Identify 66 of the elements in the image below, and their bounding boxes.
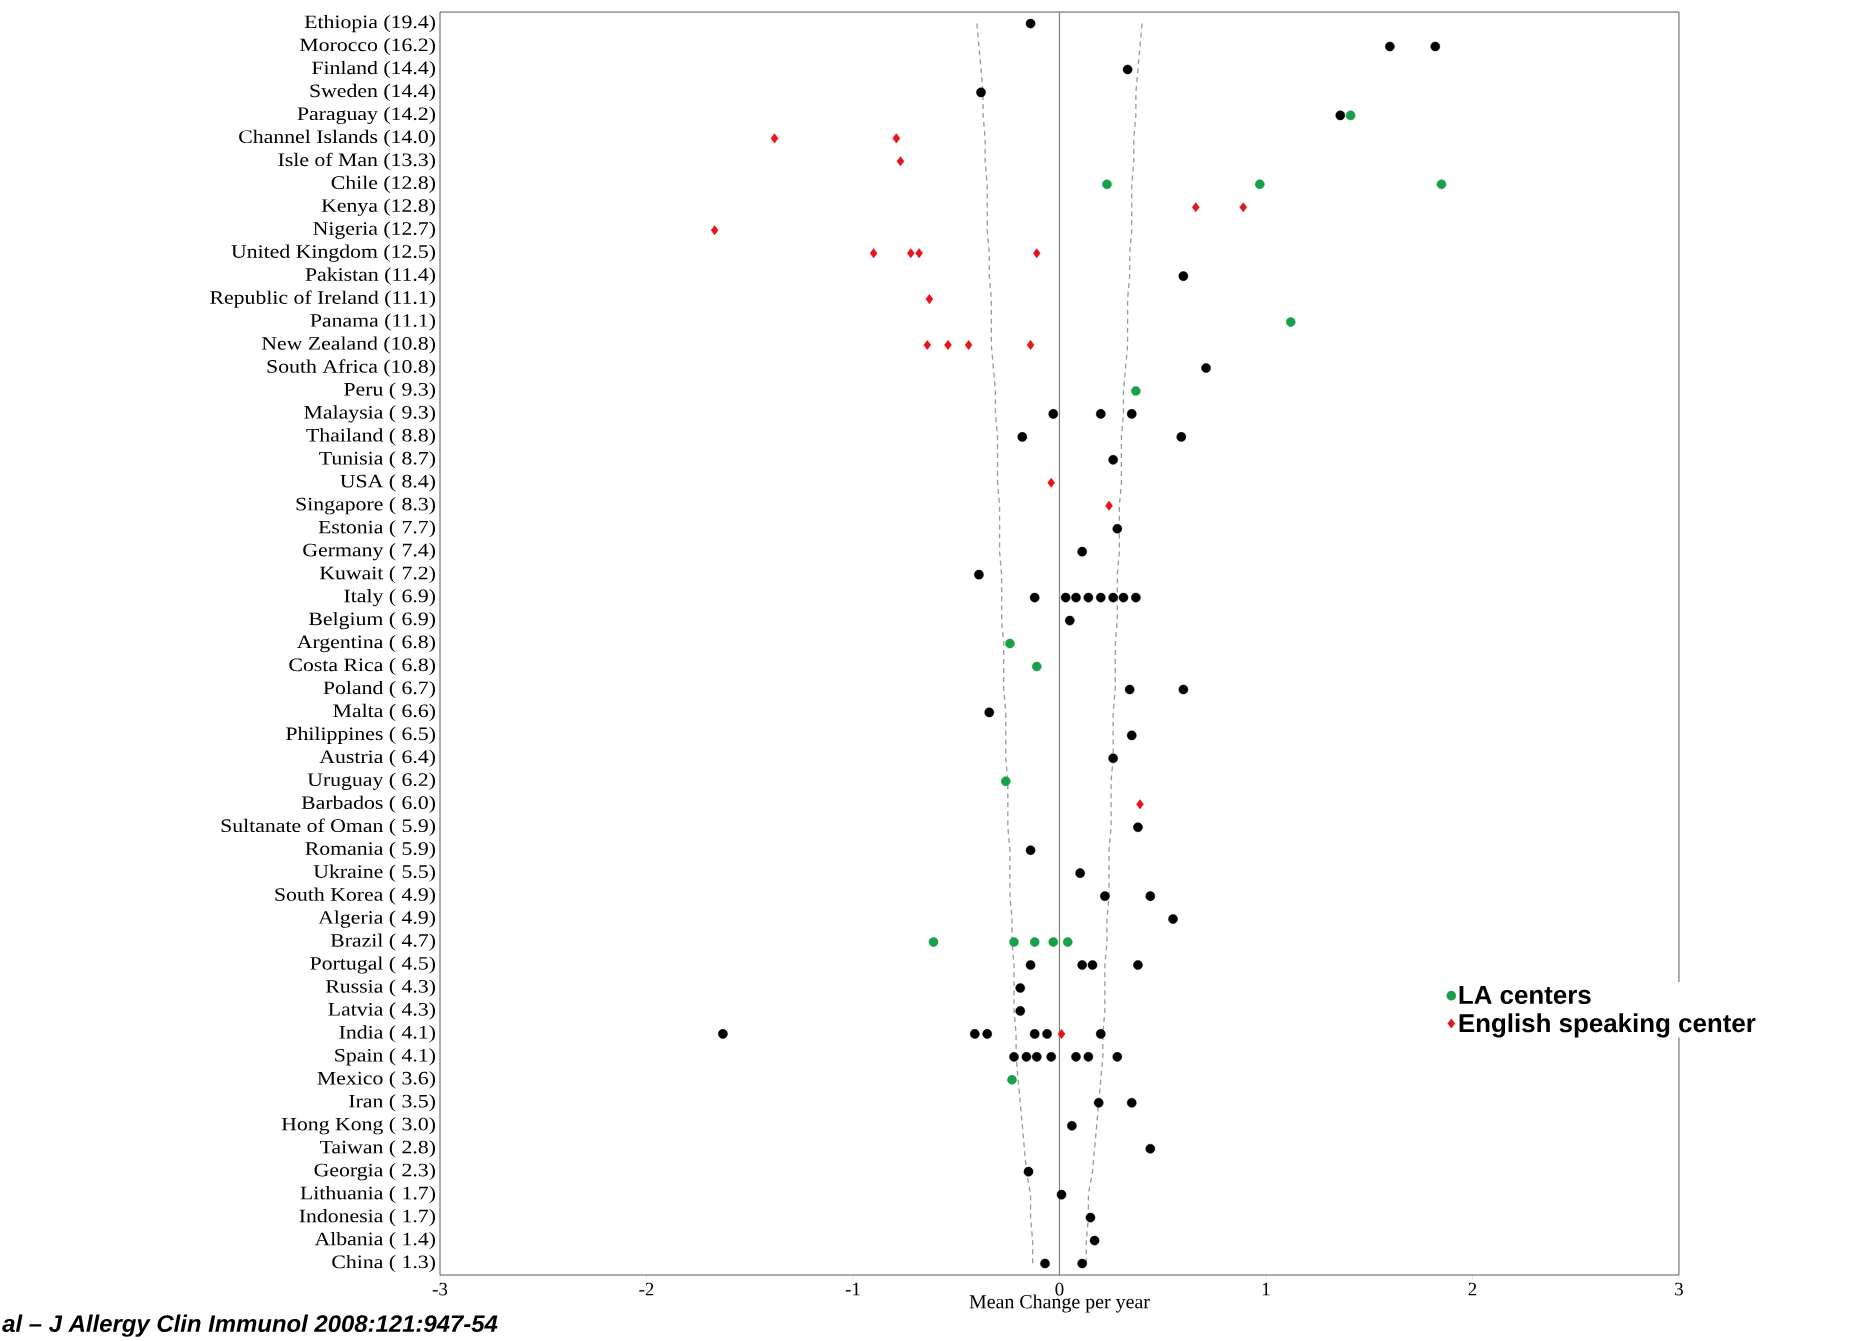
y-tick-label: Nigeria (12.7) (313, 221, 436, 239)
y-tick-label: Mexico ( 3.6) (317, 1071, 436, 1089)
y-tick-label: Uruguay ( 6.2) (307, 772, 435, 790)
y-tick-label: Italy ( 6.9) (344, 589, 436, 607)
y-tick-label: New Zealand (10.8) (261, 336, 436, 354)
y-tick-label: Russia ( 4.3) (325, 979, 435, 997)
y-tick-label: Georgia ( 2.3) (314, 1163, 435, 1181)
x-tick-label: 1 (1262, 1282, 1270, 1296)
y-tick-label: Spain ( 4.1) (335, 1048, 435, 1066)
y-tick-label: Peru ( 9.3) (344, 382, 435, 400)
y-tick-label: Iran ( 3.5) (349, 1094, 435, 1112)
x-tick-label: -2 (639, 1282, 654, 1296)
y-tick-label: Belgium ( 6.9) (309, 611, 436, 630)
y-tick-label: Hong Kong ( 3.0) (281, 1117, 435, 1135)
y-tick-label: Paraguay (14.2) (297, 106, 436, 125)
x-tick-label: -1 (845, 1282, 860, 1296)
y-tick-label: Morocco (16.2) (299, 37, 435, 56)
y-tick-label: Albania ( 1.4) (314, 1232, 436, 1250)
y-tick-label: Kuwait ( 7.2) (319, 566, 435, 584)
y-tick-label: Kenya (12.8) (321, 198, 435, 216)
x-tick-label: 2 (1468, 1282, 1477, 1296)
y-tick-label: Latvia ( 4.3) (328, 1002, 436, 1020)
y-tick-label: Taiwan ( 2.8) (320, 1140, 436, 1158)
y-tick-label: United Kingdom (12.5) (231, 244, 436, 262)
text: al – J Allergy Clin Immunol 2008:121:947-54 (2, 1314, 498, 1337)
y-tick-label: Austria ( 6.4) (319, 749, 435, 767)
x-tick-label: -3 (432, 1282, 448, 1296)
y-tick-label: Panama (11.1) (310, 313, 436, 331)
y-tick-label: USA ( 8.4) (340, 474, 435, 492)
y-tick-label: India ( 4.1) (339, 1025, 436, 1043)
y-tick-label: Ethiopia (19.4) (304, 14, 436, 33)
y-tick-label: Sweden (14.4) (310, 83, 435, 102)
y-tick-label: Republic of Ireland (11.1) (210, 290, 436, 308)
y-tick-label: Singapore ( 8.3) (296, 497, 436, 515)
y-tick-label: South Korea ( 4.9) (275, 887, 435, 905)
y-tick-label: South Africa (10.8) (267, 359, 436, 377)
y-tick-label: Channel Islands (14.0) (239, 129, 436, 147)
y-tick-label: Romania ( 5.9) (305, 841, 436, 859)
x-tick-label: 3 (1675, 1282, 1683, 1296)
y-tick-label: Ukraine ( 5.5) (313, 864, 436, 882)
x-axis-title: Mean Change per year (969, 1294, 1150, 1313)
y-tick-label: Isle of Man (13.3) (278, 152, 435, 171)
y-tick-label: Algeria ( 4.9) (318, 910, 436, 928)
y-tick-label: Costa Rica ( 6.8) (289, 657, 436, 676)
y-tick-label: Portugal ( 4.5) (310, 956, 436, 974)
y-tick-label: Germany ( 7.4) (303, 543, 436, 561)
y-tick-label: Brazil ( 4.7) (330, 933, 436, 951)
y-tick-label: Barbados ( 6.0) (301, 795, 435, 813)
legend-label: English speaking center (1459, 1013, 1756, 1038)
legend-label: LA centers (1459, 986, 1591, 1005)
y-tick-label: Chile (12.8) (331, 175, 436, 193)
y-tick-label: Malaysia ( 9.3) (304, 405, 436, 423)
y-tick-label: Finland (14.4) (312, 60, 436, 79)
y-tick-label: Estonia ( 7.7) (318, 520, 436, 538)
y-tick-label: Lithuania ( 1.7) (300, 1186, 436, 1204)
y-tick-label: China ( 1.3) (332, 1254, 436, 1273)
y-tick-label: Thailand ( 8.8) (306, 428, 436, 446)
y-tick-label: Indonesia ( 1.7) (299, 1209, 436, 1227)
y-tick-label: Sultanate of Oman ( 5.9) (221, 818, 436, 836)
y-tick-label: Philippines ( 6.5) (286, 726, 436, 744)
x-tick-label: 0 (1055, 1282, 1064, 1296)
y-tick-label: Poland ( 6.7) (323, 680, 435, 699)
y-tick-label: Argentina ( 6.8) (296, 634, 435, 653)
y-tick-label: Pakistan (11.4) (305, 267, 436, 285)
y-tick-label: Tunisia ( 8.7) (319, 451, 435, 469)
y-tick-label: Malta ( 6.6) (333, 703, 436, 722)
